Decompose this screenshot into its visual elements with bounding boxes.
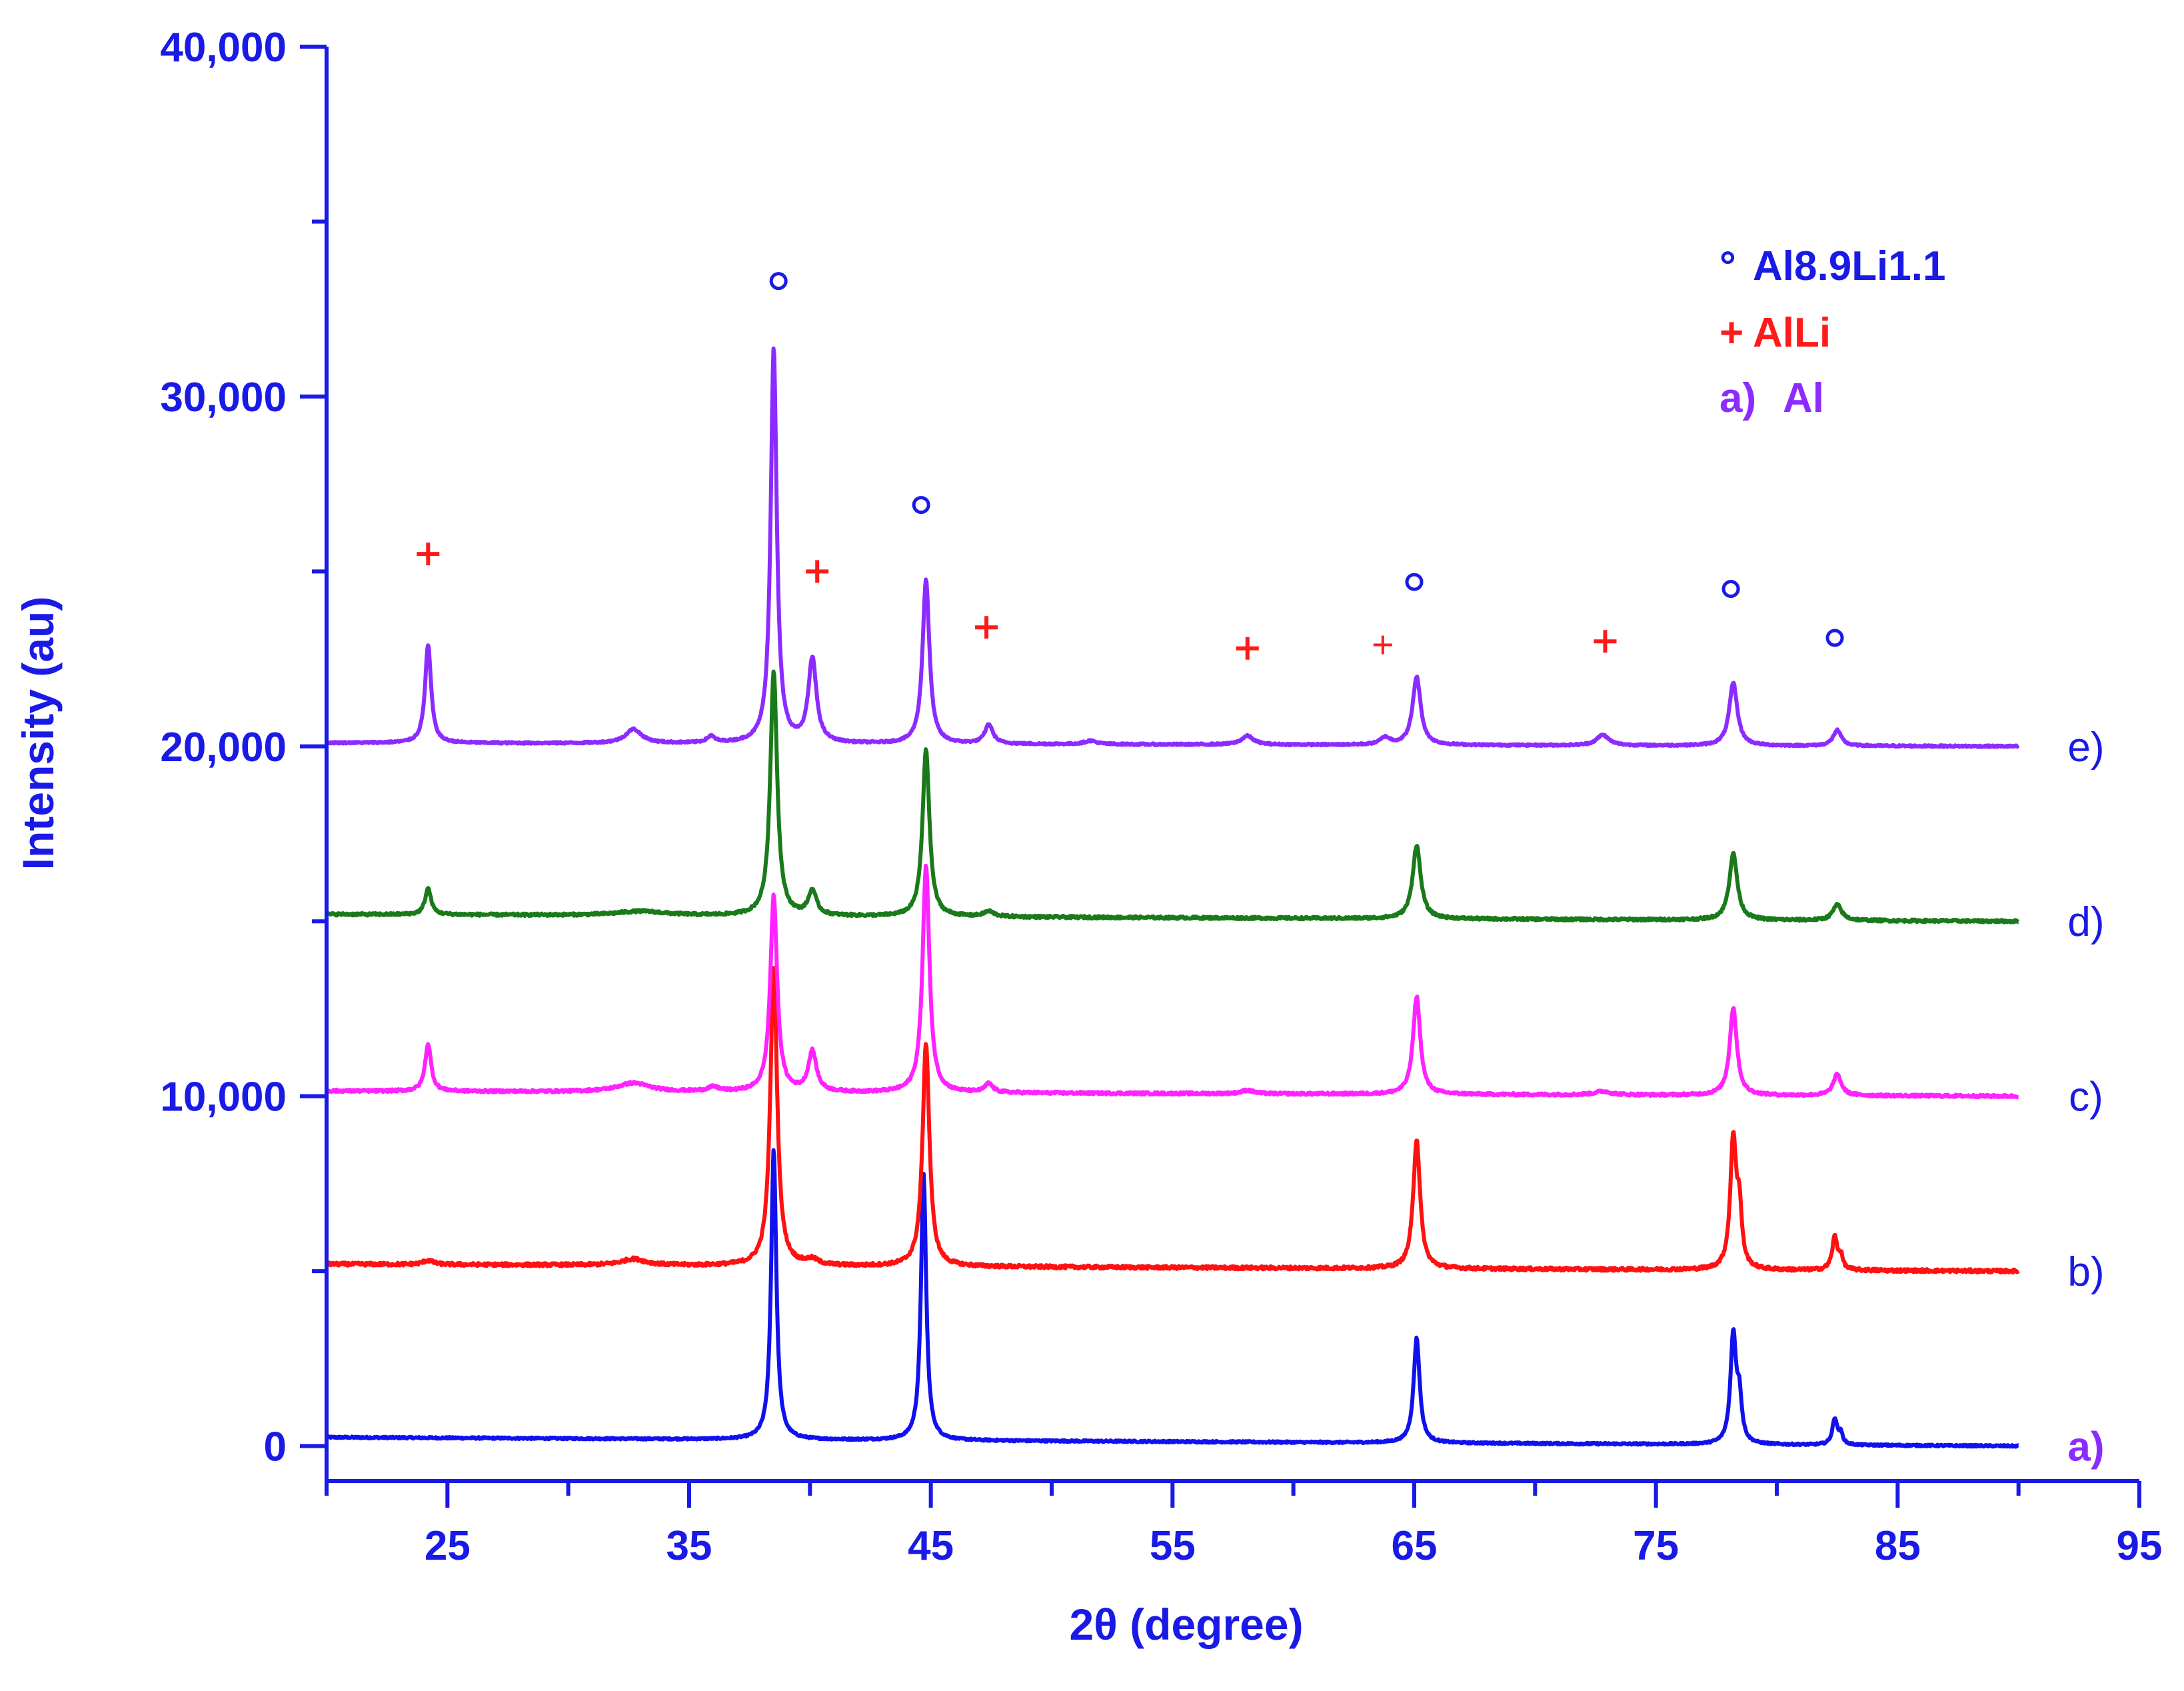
- y-tick-label: 10,000: [160, 1074, 287, 1120]
- trace-e: [325, 346, 2020, 749]
- trace-a: [325, 1148, 2020, 1449]
- legend-label: Al: [1783, 375, 1824, 421]
- x-tick-label: 55: [1150, 1523, 1196, 1569]
- alli-peak-marker: [1236, 637, 1259, 660]
- al8-9li1-1-peak-marker: [1721, 580, 1740, 599]
- y-tick-label: 40,000: [160, 25, 287, 71]
- legend-label: Al8.9Li1.1: [1753, 243, 1945, 289]
- y-tick-label: 0: [264, 1424, 287, 1470]
- legend-entry: + AlLi: [1719, 310, 1831, 356]
- trace-layer: [325, 346, 2020, 1449]
- alli-peak-marker: [1594, 630, 1617, 653]
- x-tick-label: 25: [425, 1523, 471, 1569]
- x-axis-title: 2θ (degree): [1069, 1600, 1303, 1649]
- legend-entry: ° Al8.9Li1.1: [1719, 243, 1945, 289]
- al8-9li1-1-peak-marker: [1825, 629, 1844, 647]
- x-tick-label: 75: [1633, 1523, 1679, 1569]
- trace-d: [325, 669, 2020, 924]
- trace-b: [325, 966, 2020, 1275]
- legend-label: AlLi: [1753, 310, 1831, 356]
- x-tick-label: 65: [1392, 1523, 1438, 1569]
- legend-entry: a) Al: [1719, 375, 1824, 421]
- x-tick-label: 95: [2117, 1523, 2163, 1569]
- al8-9li1-1-peak-marker: [912, 496, 930, 515]
- al8-9li1-1-peak-marker: [1405, 573, 1424, 591]
- trace-label: c): [2069, 1074, 2103, 1120]
- legend-symbol: a): [1719, 375, 1756, 421]
- legend-symbol: °: [1719, 243, 1736, 289]
- legend-symbol: +: [1719, 310, 1743, 356]
- alli-peak-marker: [1373, 635, 1392, 655]
- trace-c: [325, 863, 2020, 1100]
- trace-label: b): [2067, 1249, 2104, 1295]
- x-tick-label: 35: [666, 1523, 712, 1569]
- alli-peak-marker: [417, 543, 440, 566]
- x-tick-label: 85: [1875, 1523, 1921, 1569]
- x-tick-label: 45: [908, 1523, 954, 1569]
- axes-layer: 25 35 45 55 65 75 85 95 0 10,000 20,000 30,000 40,00…: [160, 25, 2162, 1569]
- y-tick-label: 30,000: [160, 375, 287, 421]
- y-axis-title: Intensity (au): [13, 597, 63, 870]
- trace-label: e): [2067, 725, 2104, 771]
- al8-9li1-1-peak-marker: [769, 272, 788, 291]
- trace-label: a): [2067, 1424, 2104, 1470]
- alli-peak-marker: [806, 560, 829, 583]
- alli-peak-marker: [975, 616, 998, 639]
- annotation-layer: [417, 272, 1844, 660]
- y-tick-label: 20,000: [160, 725, 287, 771]
- trace-label: d): [2067, 899, 2104, 945]
